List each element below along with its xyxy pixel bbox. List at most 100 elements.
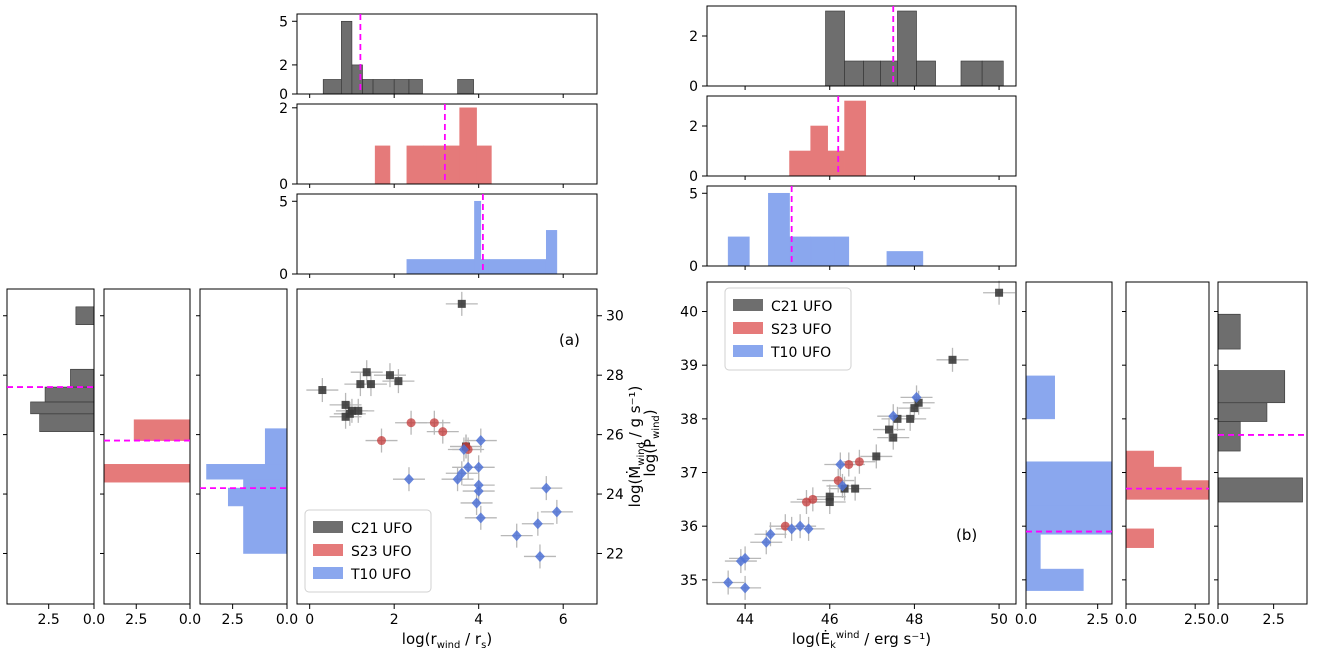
t10-marker [473,485,484,497]
histogram-frame [296,13,598,95]
x-axis-label: log(Ėk​wind​ / erg s⁻¹) [792,629,931,650]
histogram-side-4: 0.0 2.5 [1115,281,1210,628]
histogram-bar [1025,568,1084,591]
t10-marker [740,582,751,594]
legend-entry: C21 UFO [771,299,832,315]
x-tick-label: 2 [390,612,399,628]
legend-swatch [733,322,763,334]
t10-marker [835,458,846,470]
histogram-side-3: 0.0 2.5 [1015,281,1113,628]
t10-marker [458,443,469,455]
t10-marker [534,550,545,562]
t10-marker [532,518,543,530]
s23-marker [438,427,448,437]
t10-marker [761,536,772,548]
histogram-side-2: 2.5 0.0 [196,288,298,628]
c21-marker [362,368,371,377]
histogram-bar [844,100,867,177]
plot-frame [296,288,598,605]
c21-marker [356,380,365,389]
histogram-bar [372,79,395,95]
histogram-side-5: 0.0 2.5 [1207,281,1308,628]
histogram-bar [406,259,475,275]
histogram-bar [789,236,812,267]
histogram-bar [423,145,444,185]
s23-marker [801,497,811,507]
x-tick-label: 0.0 [276,612,298,628]
histogram-bar [30,401,95,415]
histogram-bar [1217,477,1303,503]
x-tick-label: 2.5 [1184,612,1206,628]
histogram-bar [474,200,482,275]
c21-marker [893,414,902,423]
x-tick-label: 0.0 [1207,612,1229,628]
histogram-bar [727,236,750,267]
histogram-bar [789,150,812,177]
panel-label: (a) [559,331,580,349]
histogram-bar [1217,313,1241,350]
y-tick-label: 0 [689,259,698,275]
t10-marker [473,461,484,473]
y-tick-label: 0 [279,177,288,193]
t10-marker [837,480,848,492]
histogram-bar [1217,402,1268,422]
histogram-bar [863,60,881,87]
c21-marker [385,371,394,380]
histogram-bar [768,192,790,267]
c21-marker [457,299,466,308]
c21-marker [394,377,403,386]
histogram-bar [206,464,288,480]
histogram-frame [1217,281,1308,605]
histogram-frame [199,288,288,605]
c21-marker [366,380,375,389]
histogram-bar [39,413,95,432]
histogram-bar [545,230,558,275]
s23-marker [844,459,854,469]
x-tick-label: 6 [559,612,568,628]
histogram-bar [1025,461,1113,506]
histogram-bar [322,79,342,95]
histogram-bar [960,60,983,87]
histogram-bar [981,60,1004,87]
x-tick-label: 0.0 [83,612,105,628]
histogram-side-1: 2.5 0.0 [100,288,201,628]
t10-marker [475,512,486,524]
t10-marker [723,577,734,589]
t10-marker [795,520,806,532]
histogram-bar [408,79,423,95]
histogram-bar [1125,466,1182,481]
histogram-bar [44,386,95,403]
y-tick-label: 30 [606,309,624,325]
scatter-panel-b: 44 46 48 50 35 36 37 38 39 40 log(Ėk​wind​ / erg s… [640,280,1017,650]
histogram-bar [844,60,864,87]
histogram-bar [810,236,835,267]
histogram-bar [406,145,425,185]
t10-marker [735,555,746,567]
panel-label: (b) [956,526,977,544]
x-tick-label: 2.5 [38,612,60,628]
legend-entry: T10 UFO [770,345,831,361]
histogram-top-3: 02 [689,5,1017,95]
histogram-bar [133,419,191,441]
x-tick-label: 46 [821,612,839,628]
legend-entry: T10 UFO [350,567,411,583]
c21-marker [872,452,881,461]
y-tick-label: 0 [279,267,288,283]
t10-marker [473,479,484,491]
x-tick-label: 2.5 [221,612,243,628]
y-tick-label: 2 [279,58,288,74]
x-tick-label: 50 [990,612,1008,628]
histogram-top-5: 05 [689,185,1017,275]
c21-marker [341,400,350,409]
histogram-bar [827,150,845,177]
c21-marker [885,425,894,434]
t10-marker [803,523,814,535]
histogram-bar [880,60,898,87]
x-tick-label: 2.5 [1087,612,1109,628]
t10-marker [911,391,922,403]
x-tick-label: 0.0 [1015,612,1037,628]
x-tick-label: 2.5 [125,612,147,628]
s23-marker [377,436,387,446]
y-tick-label: 35 [680,573,698,589]
